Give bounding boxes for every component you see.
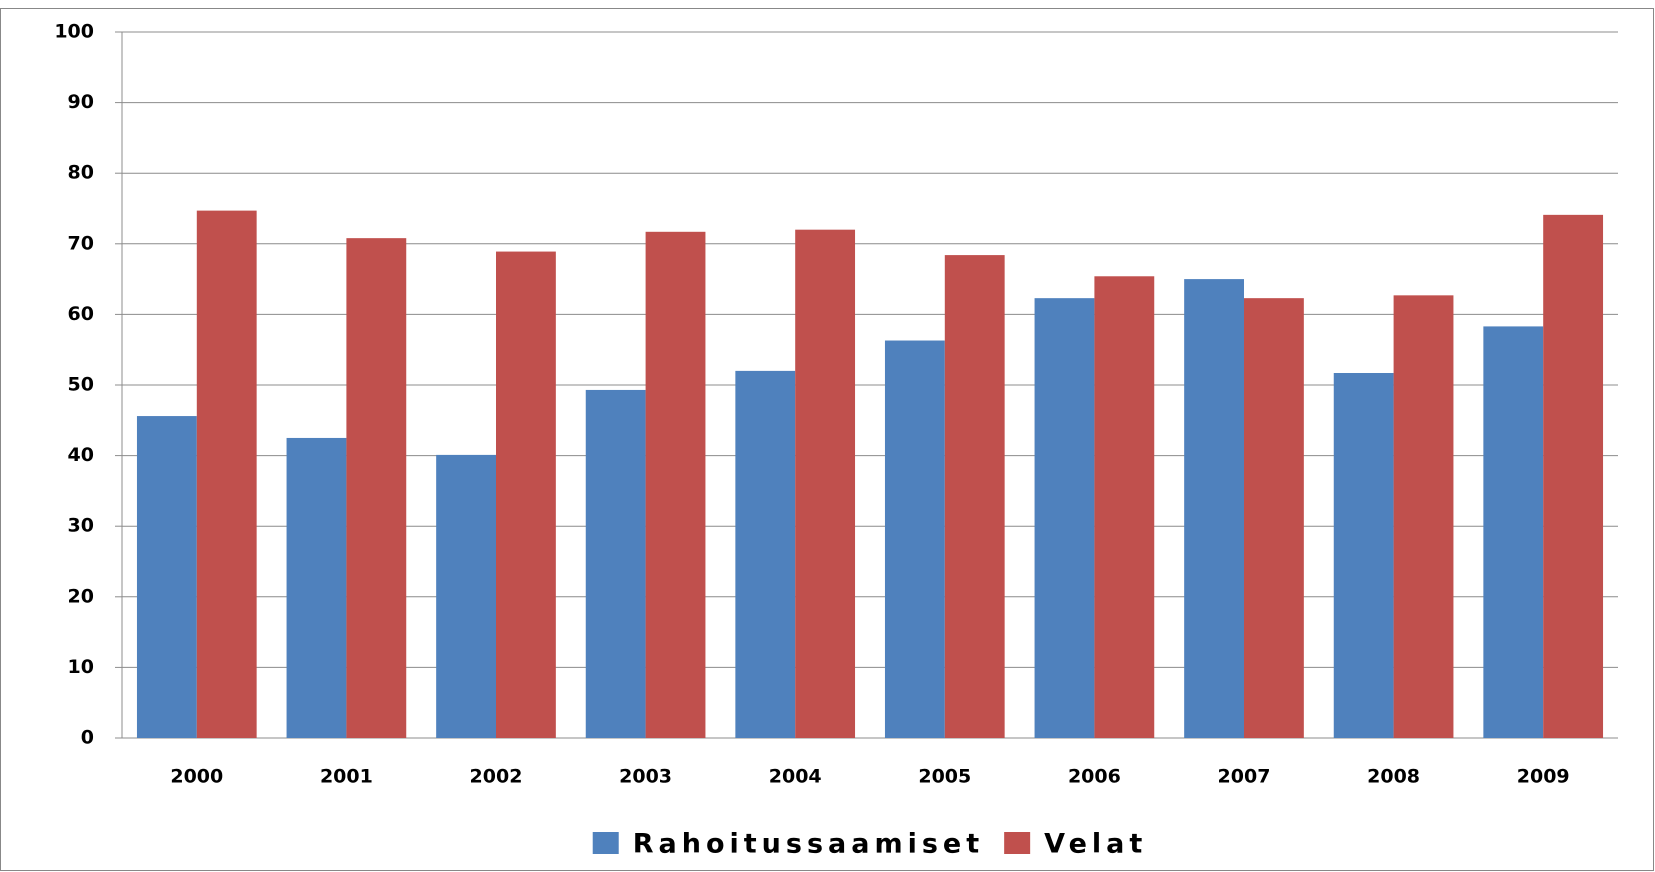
x-tick-label: 2009 (1517, 766, 1570, 788)
bar (884, 340, 945, 738)
bar (286, 437, 347, 738)
y-tick-label: 80 (68, 162, 94, 184)
x-tick-label: 2002 (470, 766, 523, 788)
legend-label: Rahoitussaamiset (633, 829, 984, 860)
x-tick-label: 2000 (170, 766, 223, 788)
bar (346, 238, 407, 739)
y-tick-label: 20 (68, 585, 94, 607)
y-tick-label: 70 (68, 232, 94, 254)
bar (1184, 279, 1244, 738)
bar (1393, 295, 1454, 738)
bar (496, 251, 556, 739)
bar (645, 231, 706, 738)
bar (795, 229, 856, 738)
bar (196, 210, 257, 739)
legend-swatch (592, 832, 619, 854)
bar (585, 389, 646, 738)
y-tick-label: 60 (68, 303, 94, 325)
chart-border (0, 8, 1654, 871)
x-tick-label: 2001 (320, 766, 373, 788)
x-tick-label: 2004 (769, 766, 822, 788)
y-tick-label: 50 (68, 374, 94, 396)
y-tick-label: 100 (54, 21, 94, 43)
x-tick-label: 2003 (619, 766, 672, 788)
bar (1543, 214, 1604, 738)
bar (1094, 276, 1155, 738)
bar (735, 370, 796, 738)
x-tick-label: 2007 (1218, 766, 1271, 788)
bar (1333, 372, 1394, 738)
y-tick-label: 10 (68, 656, 94, 678)
bar (436, 454, 496, 738)
bar (1034, 298, 1095, 738)
bar (136, 416, 197, 738)
legend-swatch (1004, 832, 1031, 854)
x-tick-label: 2006 (1068, 766, 1121, 788)
y-tick-label: 30 (68, 515, 94, 537)
y-tick-label: 0 (81, 727, 94, 749)
bar (944, 255, 1005, 738)
y-tick-label: 90 (68, 91, 94, 113)
y-tick-label: 40 (68, 444, 94, 466)
x-tick-label: 2005 (918, 766, 971, 788)
legend-label: Velat (1044, 829, 1147, 860)
bar (1244, 298, 1304, 738)
bar (1483, 326, 1544, 738)
x-tick-label: 2008 (1367, 766, 1420, 788)
